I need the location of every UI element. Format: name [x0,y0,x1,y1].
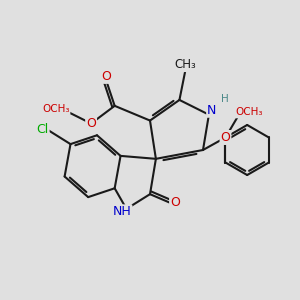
Text: N: N [207,104,217,117]
Text: OCH₃: OCH₃ [42,104,70,114]
Text: O: O [220,131,230,144]
Text: O: O [101,70,111,83]
Text: H: H [221,94,229,104]
Text: NH: NH [113,205,131,218]
Text: O: O [170,196,180,209]
Text: O: O [86,117,96,130]
Text: OCH₃: OCH₃ [235,107,263,118]
Text: CH₃: CH₃ [175,58,196,71]
Text: Cl: Cl [36,123,49,136]
